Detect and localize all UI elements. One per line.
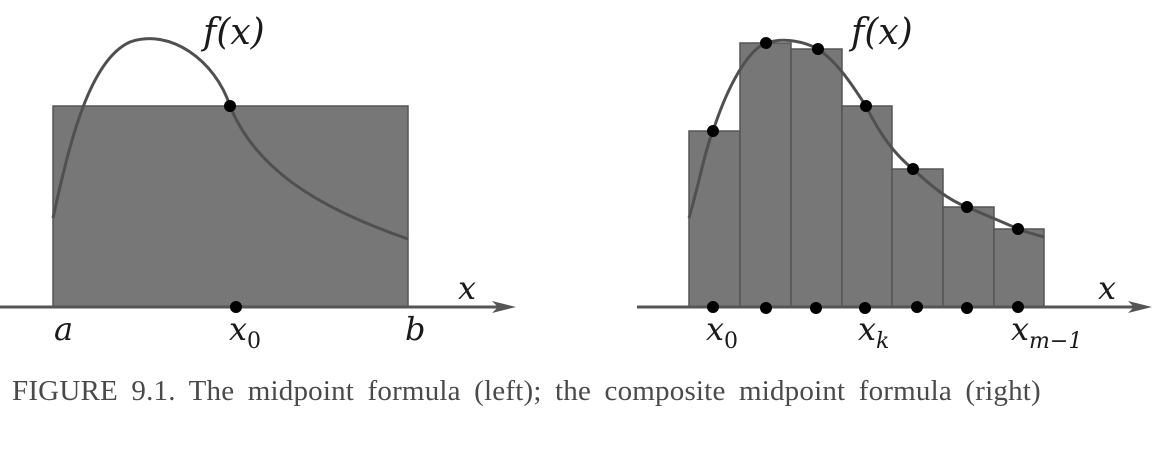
left-b-label: b: [405, 310, 425, 348]
composite-rectangle-1: [688, 130, 741, 308]
axis-midpoint-dot: [961, 302, 973, 314]
right-function-label: f(x): [848, 12, 913, 53]
composite-rectangle-3: [790, 48, 843, 308]
left-x0-label: x0: [229, 310, 261, 354]
axis-midpoint-dot: [859, 302, 871, 314]
right-xm1-label: xm−1: [1011, 310, 1082, 354]
composite-rectangle-2: [739, 42, 792, 308]
curve-dot: [907, 163, 919, 175]
curve-dot: [812, 43, 824, 55]
left-panel: f(x) x a b x0: [0, 12, 516, 354]
left-x0-dot: [230, 301, 242, 313]
right-axis-arrowhead: [1128, 301, 1152, 313]
composite-rectangle-7: [993, 228, 1045, 308]
right-function-curve: [687, 38, 1045, 239]
curve-dot: [961, 201, 973, 213]
left-axis-arrowhead: [492, 301, 516, 313]
right-x0-label: x0: [706, 310, 738, 354]
right-panel: f(x) x x0 xk xm−1: [637, 12, 1152, 354]
left-function-label: f(x): [200, 12, 265, 53]
curve-dot: [1012, 223, 1024, 235]
figure-caption: FIGURE 9.1. The midpoint formula (left);…: [12, 375, 1041, 407]
axis-midpoint-dot: [1012, 301, 1024, 313]
right-axis-label: x: [1098, 269, 1116, 307]
left-a-label: a: [54, 310, 73, 348]
right-xk-label: xk: [858, 310, 889, 354]
axis-midpoint-dot: [707, 301, 719, 313]
midpoint-figure: f(x) x a b x0 f(x) x: [0, 12, 1152, 354]
left-function-curve: [51, 37, 409, 241]
left-axis-label: x: [458, 269, 476, 307]
curve-dot: [707, 125, 719, 137]
curve-dot: [760, 37, 772, 49]
composite-rectangle-6: [942, 206, 995, 308]
curve-dot: [860, 100, 872, 112]
left-function-dot: [224, 100, 236, 112]
axis-midpoint-dot: [810, 302, 822, 314]
midpoint-rectangle: [52, 105, 409, 308]
axis-midpoint-dot: [760, 302, 772, 314]
axis-midpoint-dot: [911, 301, 923, 313]
